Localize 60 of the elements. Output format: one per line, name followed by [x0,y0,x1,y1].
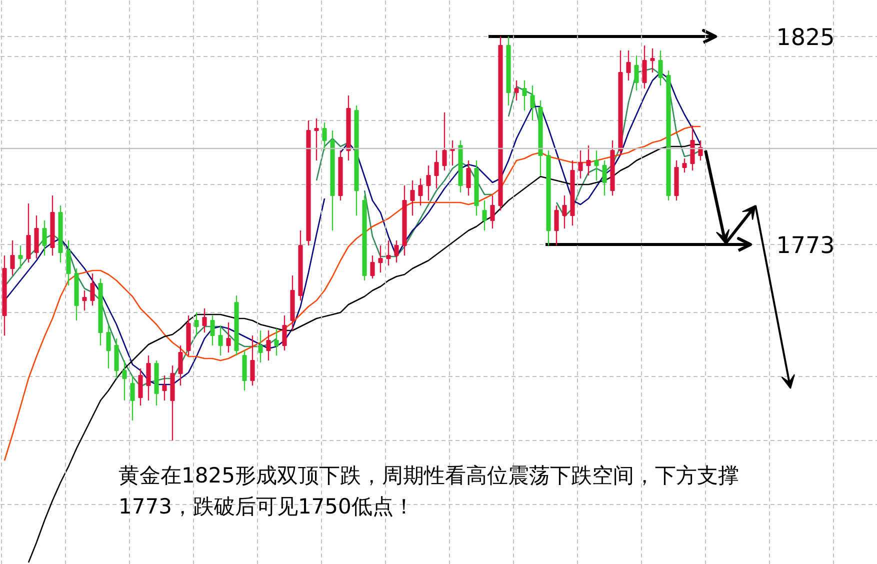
candlestick [82,290,87,312]
candlestick [626,50,631,82]
annotation: 黄金在1825形成双顶下跌，周期性看高位震荡下跌空间，下方支撑1773，跌破后可见1750低点！ [118,464,739,518]
candlestick [226,322,231,354]
candlestick [514,80,519,102]
candlestick [698,140,703,162]
candlestick [138,368,143,406]
candlestick [690,124,695,172]
candlestick [410,180,415,216]
candlestick [146,354,151,402]
candlestick [522,80,527,112]
candlestick [578,150,583,180]
candlestick [658,50,663,86]
candlestick [490,194,495,230]
candlestick [266,330,271,362]
candlestick [650,48,655,74]
candlestick [682,158,687,174]
candlestick [594,150,599,182]
candlestick [378,244,383,274]
candlestick [314,118,319,162]
candlestick [386,240,391,266]
candlestick [634,54,639,92]
candlestick [10,240,15,276]
candlestick [562,194,567,230]
candlestick [426,164,431,202]
candlestick [642,44,647,90]
candlestick [482,200,487,232]
candlestick [90,272,95,306]
candlestick [554,204,559,246]
candlestick [274,328,279,356]
candlestick [602,160,607,196]
candlestick [258,330,263,364]
candlestick [370,254,375,280]
candlestick [162,374,167,402]
candlestick [122,360,127,402]
candlestick [586,144,591,176]
candlestick [34,214,39,260]
candlestick [210,314,215,346]
candlestick [202,308,207,334]
candlestick [130,374,135,422]
candlestick [178,344,183,386]
candlestick [418,178,423,206]
y-tick-label: 1773 [776,233,835,259]
candlestick [42,220,47,256]
candlestick [26,202,31,264]
candlestick [322,122,327,152]
candlestick [530,84,535,122]
candlestick [18,244,23,270]
y-tick-label: 1825 [776,25,835,51]
candlestick [442,112,447,172]
candlestick [106,324,111,370]
candlestick [282,314,287,352]
candlestick [194,312,199,336]
candlestick [250,334,255,386]
line-series [4,126,702,462]
candlestick [218,324,223,356]
candlestick [394,240,399,264]
candlestick [66,240,71,286]
candlestick [466,160,471,196]
candlestick [434,150,439,190]
